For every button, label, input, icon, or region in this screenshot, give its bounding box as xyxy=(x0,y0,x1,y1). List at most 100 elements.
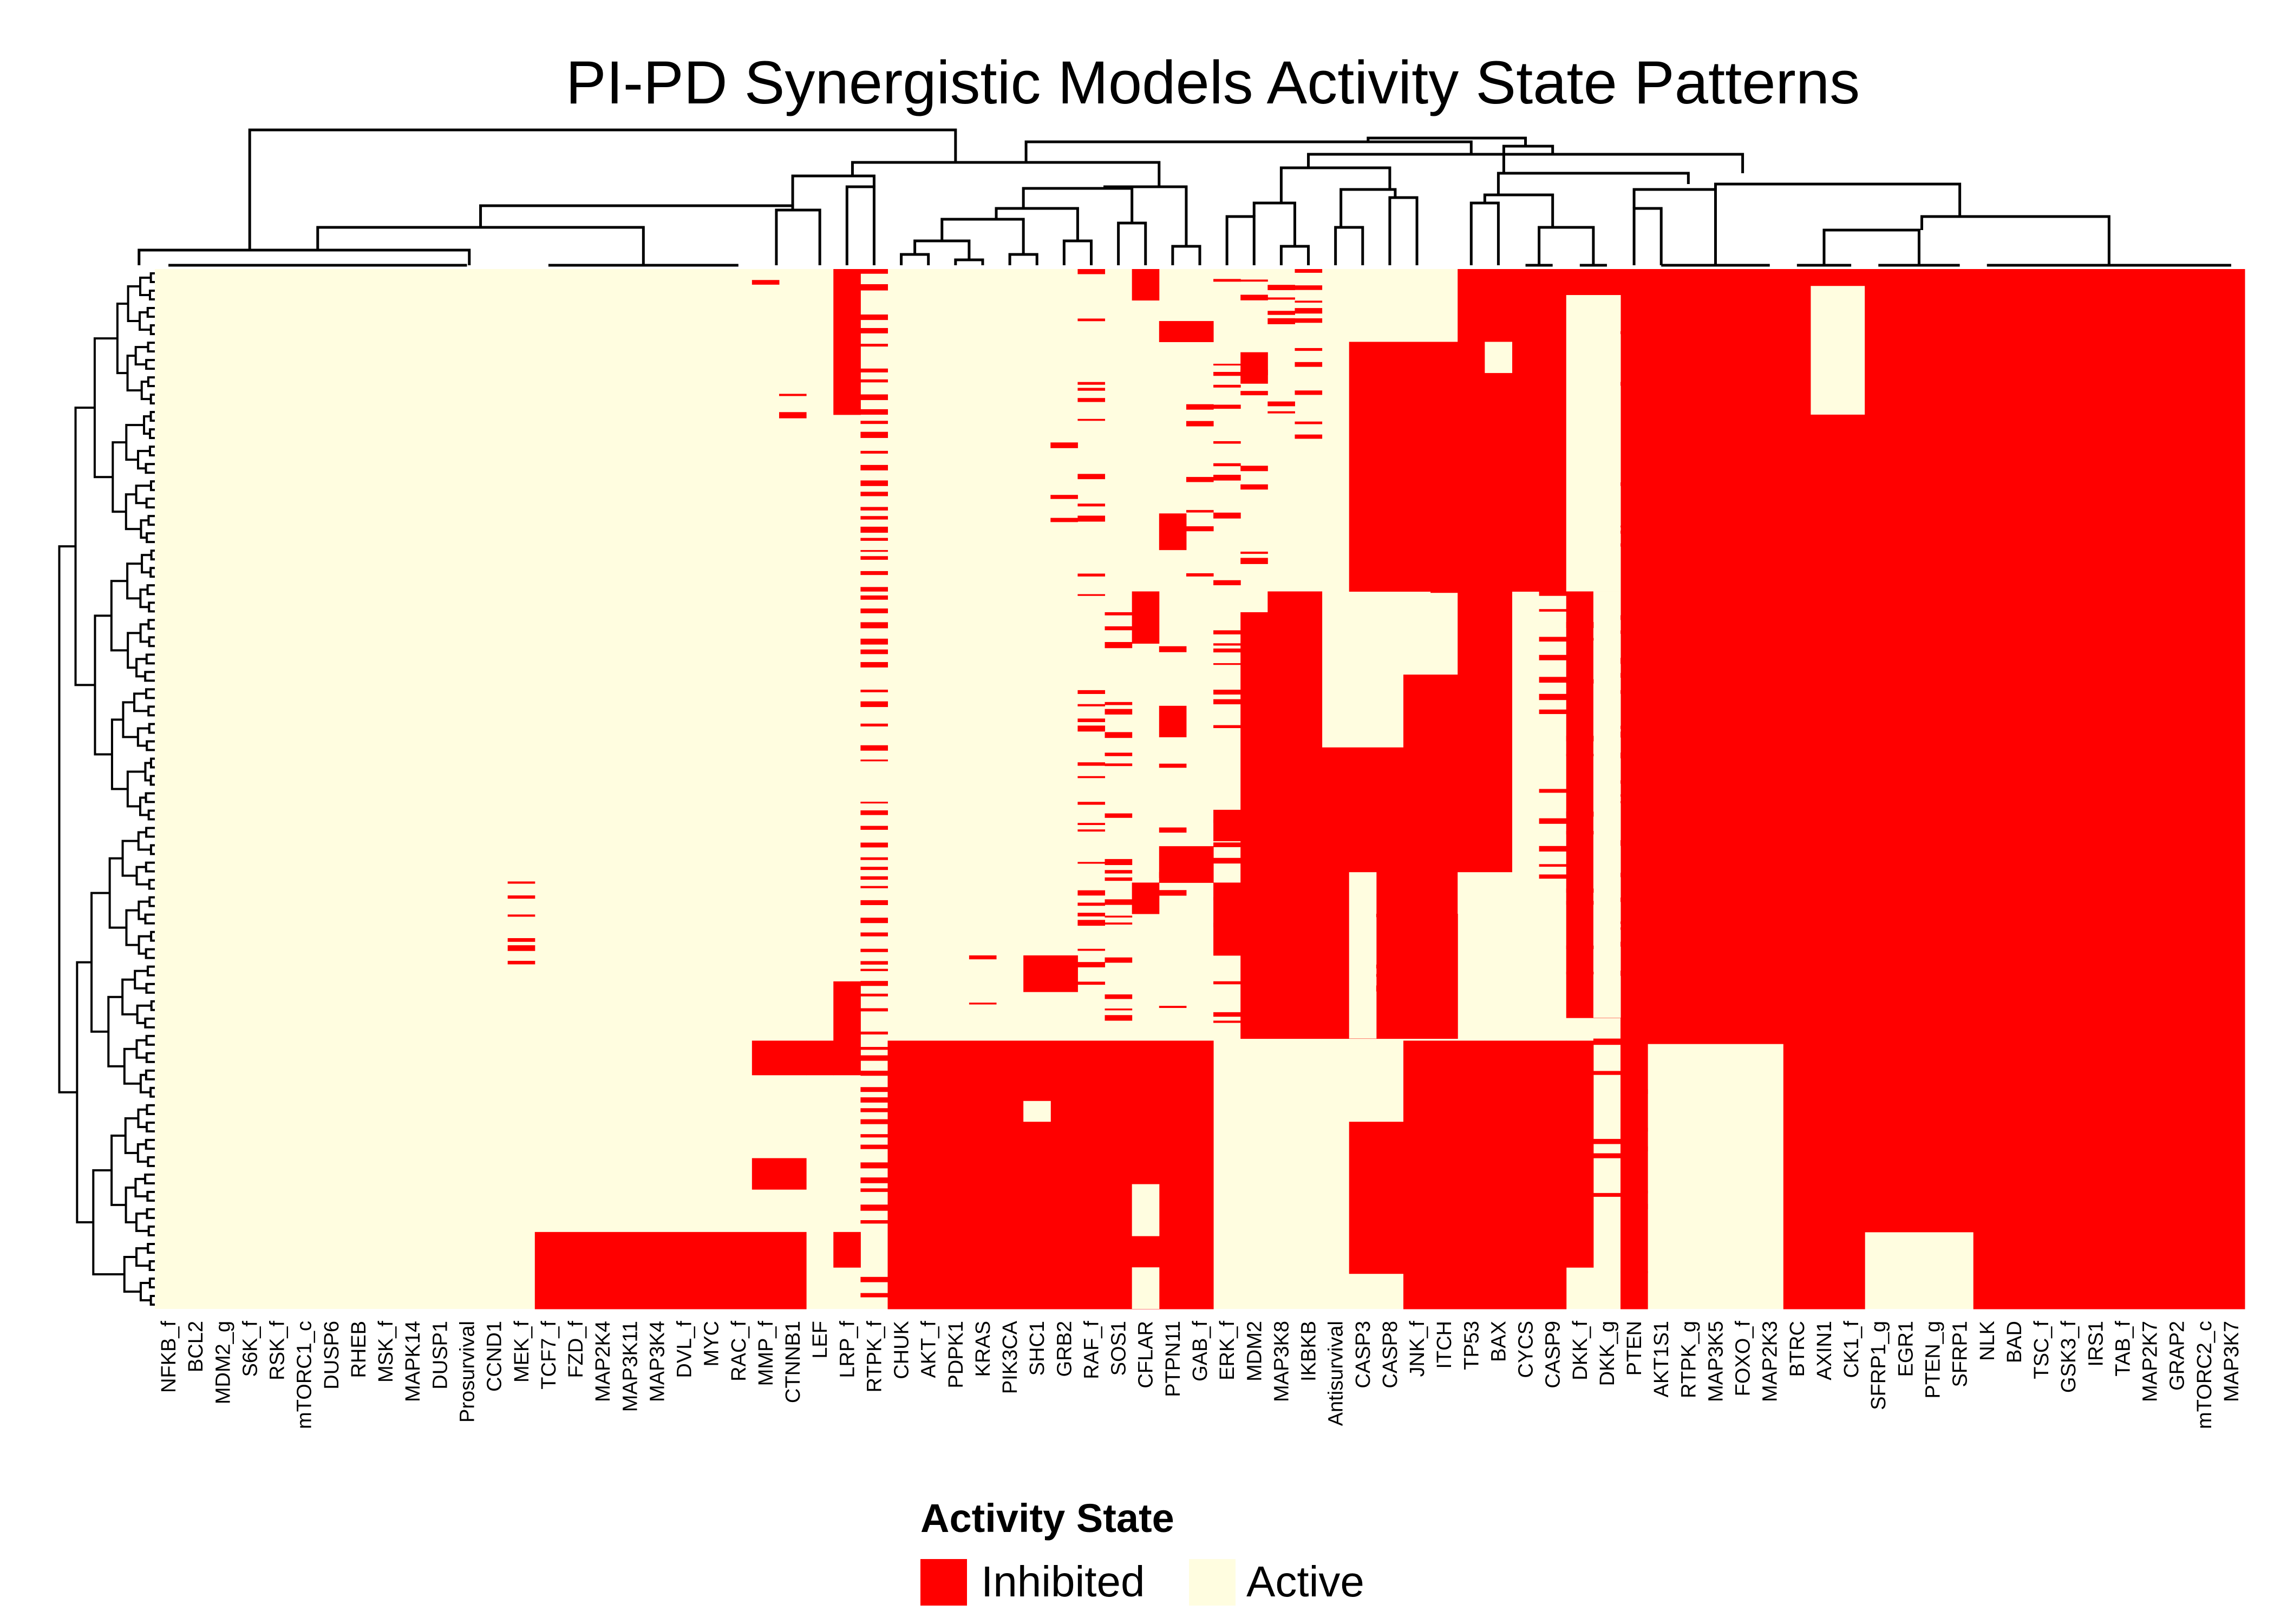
cell-block xyxy=(833,269,861,415)
column-label-map2k7: MAP2K7 xyxy=(2139,1321,2162,1402)
cell-stripe-RTPK_f xyxy=(860,284,888,291)
column-dendrogram-branch xyxy=(775,208,821,265)
column-dendrogram-branch xyxy=(1022,187,1134,223)
row-dendrogram-branch xyxy=(145,463,155,474)
column-label-btrc: BTRC xyxy=(1786,1321,1809,1377)
column-dendrogram-branch xyxy=(791,174,875,206)
cell-block xyxy=(833,981,861,1076)
column-dendrogram-branch xyxy=(1103,185,1188,246)
cell-stripe-DKK_g xyxy=(1593,1153,1621,1158)
cell-stripe-PTPN11 xyxy=(1159,1006,1187,1008)
cell-stripe-CASP9 xyxy=(1539,591,1567,596)
cell-stripe-IKBKB xyxy=(1295,434,1323,439)
column-label-grap2: GRAP2 xyxy=(2166,1321,2189,1391)
cell-stripe-RTPK_f xyxy=(860,1293,888,1298)
column-label-map3k8: MAP3K8 xyxy=(1270,1321,1293,1402)
row-dendrogram-branch xyxy=(126,770,146,808)
cell-stripe-MEK_f xyxy=(507,895,535,899)
cell-stripe-RTPK_f xyxy=(860,1144,888,1149)
cell-stripe-RTPK_f xyxy=(860,993,888,997)
row-dendrogram-branch xyxy=(148,601,155,613)
cell-block xyxy=(1349,1122,1404,1274)
cell-stripe-SOS1 xyxy=(1105,1015,1133,1021)
row-dendrogram-branch xyxy=(144,762,151,782)
row-dendrogram-branch xyxy=(110,580,128,652)
cell-block xyxy=(1240,352,1268,384)
cell-stripe-SOS1 xyxy=(1105,752,1133,756)
cell-stripe-PTPN11 xyxy=(1159,646,1187,652)
cell-stripe-IKBKB xyxy=(1295,390,1323,395)
cell-stripe-RTPK_f xyxy=(860,269,888,274)
column-label-mdm2: MDM2 xyxy=(1243,1321,1266,1381)
cell-stripe-CFLAR xyxy=(1132,1249,1160,1252)
cell-stripe-CASP8 xyxy=(1376,985,1404,992)
row-dendrogram-branch xyxy=(147,1156,155,1167)
row-dendrogram-branch xyxy=(139,588,149,608)
cell-stripe-CASP9 xyxy=(1539,789,1567,793)
cell-stripe-RAF_f xyxy=(1077,802,1106,805)
column-label-msk-f: MSK_f xyxy=(375,1321,397,1383)
cell-stripe-CASP9 xyxy=(1539,654,1567,660)
row-dendrogram-branch xyxy=(149,324,155,336)
column-label-axin1: AXIN1 xyxy=(1813,1321,1836,1380)
cell-stripe-RAF_f xyxy=(1077,890,1106,896)
cell-stripe-RTPK_f xyxy=(860,1276,888,1282)
row-dendrogram-branch xyxy=(147,705,155,717)
cell-stripe-RAF_f xyxy=(1077,718,1106,722)
cell-stripe-SOS1 xyxy=(1105,899,1133,905)
cell-stripe-GRB2 xyxy=(1050,518,1078,522)
row-dendrogram-branch xyxy=(146,532,155,543)
column-label-mtorc2-c: mTORC2_c xyxy=(2193,1321,2216,1429)
cell-stripe-PTEN xyxy=(1620,673,1648,678)
cell-stripe-ERK_f xyxy=(1213,404,1241,409)
column-dendrogram-branch xyxy=(316,226,645,265)
cell-stripe-PTEN xyxy=(1620,1271,1648,1273)
cell-stripe-PTEN xyxy=(1620,1190,1648,1194)
cell-block xyxy=(1566,1040,1594,1268)
column-label-map3k4: MAP3K4 xyxy=(646,1321,669,1402)
row-dendrogram-branch xyxy=(135,1039,147,1059)
cell-stripe-RTPK_f xyxy=(860,1177,888,1183)
cell-stripe-MEK_f xyxy=(507,914,535,917)
row-dendrogram-branch xyxy=(146,1104,155,1115)
cell-stripe-PTEN xyxy=(1620,752,1648,758)
column-dendrogram-branch xyxy=(1225,215,1256,265)
cell-stripe-PTEN xyxy=(1620,801,1648,803)
cell-stripe-RTPK_f xyxy=(860,842,888,848)
column-label-casp9: CASP9 xyxy=(1542,1321,1565,1389)
row-dendrogram-branch xyxy=(126,355,142,392)
cell-stripe-GAB_f xyxy=(1186,573,1214,577)
cell-stripe-ERK_f xyxy=(1213,363,1241,366)
cell-stripe-RAF_f xyxy=(1077,1046,1106,1049)
cell-stripe-RTPK_f xyxy=(860,876,888,880)
cell-stripe-RTPK_f xyxy=(860,595,888,600)
cell-block xyxy=(833,1232,861,1268)
column-label-chuk: CHUK xyxy=(891,1321,913,1379)
cell-stripe-JNK_f xyxy=(1403,1224,1431,1227)
column-label-dusp1: DUSP1 xyxy=(429,1321,452,1390)
cell-stripe-JNK_f xyxy=(1403,1190,1431,1195)
column-dendrogram-branch xyxy=(1279,245,1310,265)
cell-stripe-CASP9 xyxy=(1539,677,1567,683)
cell-stripe-IKBKB xyxy=(1295,285,1323,290)
cell-stripe-RTPK_f xyxy=(860,918,888,924)
cell-stripe-PTEN xyxy=(1620,331,1648,335)
row-dendrogram-branch xyxy=(149,775,155,786)
cell-stripe-RTPK_f xyxy=(860,826,888,830)
row-dendrogram-branch xyxy=(149,1294,155,1306)
row-dendrogram-branch xyxy=(149,480,155,492)
row-dendrogram-branch xyxy=(139,796,149,816)
row-dendrogram-branch xyxy=(146,965,155,977)
cell-stripe-RAF_f xyxy=(1077,776,1106,778)
cell-block xyxy=(1973,269,2245,1309)
cell-stripe-MMP_f xyxy=(752,280,780,285)
column-label-sfrp1-g: SFRP1_g xyxy=(1867,1321,1890,1410)
column-dendrogram-branch xyxy=(1497,172,1690,195)
cell-stripe-PTPN11 xyxy=(1159,890,1187,896)
cell-stripe-GAB_f xyxy=(1186,421,1214,427)
cell-stripe-CASP9 xyxy=(1539,637,1567,642)
cell-stripe-ERK_f xyxy=(1213,384,1241,388)
row-dendrogram-branch xyxy=(126,562,142,600)
cell-stripe-CASP9 xyxy=(1539,609,1567,612)
column-label-antisurvival: Antisurvival xyxy=(1325,1321,1348,1426)
